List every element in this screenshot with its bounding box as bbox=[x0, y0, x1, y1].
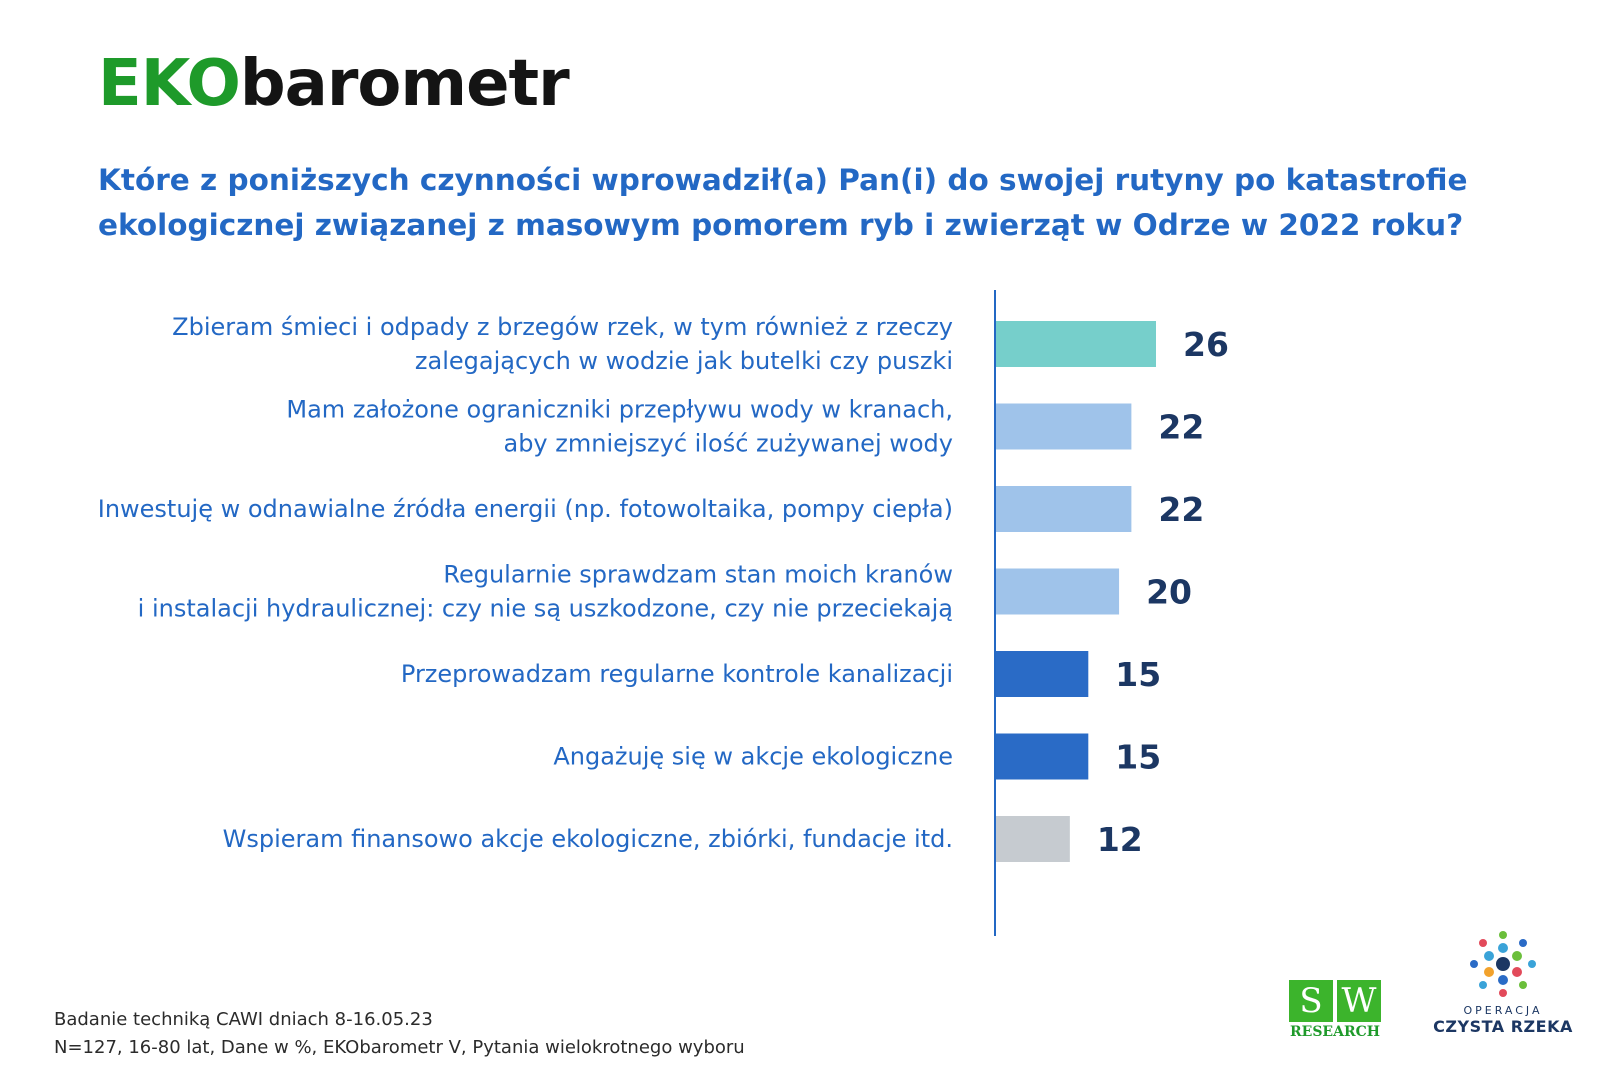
title-line-1: Które z poniższych czynności wprowadził(… bbox=[98, 163, 1468, 197]
category-label-4-line-1: Regularnie sprawdzam stan moich kranów bbox=[443, 561, 953, 589]
category-label-4-line-2: i instalacji hydraulicznej: czy nie są u… bbox=[138, 595, 953, 623]
value-label-1: 26 bbox=[1183, 325, 1229, 364]
category-label-1: Zbieram śmieci i odpady z brzegów rzek, … bbox=[172, 313, 953, 375]
bar-3 bbox=[996, 486, 1132, 532]
bar-5 bbox=[996, 651, 1089, 697]
sw-letter-w: W bbox=[1337, 980, 1381, 1022]
footer-line-1: Badanie techniką CAWI dniach 8-16.05.23 bbox=[54, 1009, 433, 1030]
value-label-2: 22 bbox=[1158, 408, 1204, 447]
category-label-1-line-1: Zbieram śmieci i odpady z brzegów rzek, … bbox=[172, 313, 953, 341]
category-label-7: Wspieram finansowo akcje ekologiczne, zb… bbox=[223, 825, 953, 853]
category-label-2-line-2: aby zmniejszyć ilość zużywanej wody bbox=[503, 430, 953, 458]
flower-mosaic-icon bbox=[1470, 931, 1536, 997]
category-label-1-line-2: zalegających w wodzie jak butelki czy pu… bbox=[415, 347, 953, 375]
czysta-rzeka-text: CZYSTA RZEKA bbox=[1433, 1017, 1573, 1036]
category-label-4: Regularnie sprawdzam stan moich kranów i … bbox=[138, 561, 953, 623]
category-label-2-line-1: Mam założone ograniczniki przepływu wody… bbox=[286, 396, 953, 424]
value-label-5: 15 bbox=[1115, 655, 1161, 694]
value-label-6: 15 bbox=[1115, 738, 1161, 777]
footer-note: Badanie techniką CAWI dniach 8-16.05.23 … bbox=[54, 1006, 745, 1062]
logo-eko: EKO bbox=[98, 47, 241, 121]
chart-title: Które z poniższych czynności wprowadził(… bbox=[98, 158, 1518, 248]
category-label-6-line-1: Angażuję się w akcje ekologiczne bbox=[553, 743, 953, 771]
sw-research-logo: S W RESEARCH bbox=[1286, 980, 1384, 1040]
operacja-text: OPERACJA bbox=[1463, 1004, 1543, 1017]
bar-4 bbox=[996, 568, 1120, 615]
footer-line-2: N=127, 16-80 lat, Dane w %, EKObarometr … bbox=[54, 1037, 745, 1058]
category-label-3-line-1: Inwestuję w odnawialne źródła energii (n… bbox=[98, 495, 953, 523]
title-line-2: ekologicznej związanej z masowym pomorem… bbox=[98, 208, 1464, 242]
bar-7 bbox=[996, 816, 1070, 862]
operacja-czysta-rzeka-logo: OPERACJA CZYSTA RZEKA bbox=[1420, 928, 1586, 1036]
bar-6 bbox=[996, 733, 1089, 780]
sw-letter-s: S bbox=[1289, 980, 1333, 1022]
category-label-6: Angażuję się w akcje ekologiczne bbox=[553, 743, 953, 771]
category-label-2: Mam założone ograniczniki przepływu wody… bbox=[286, 396, 953, 458]
logo-barometr: barometr bbox=[239, 47, 570, 121]
value-label-4: 20 bbox=[1146, 573, 1192, 612]
value-label-3: 22 bbox=[1158, 490, 1204, 529]
bar-1 bbox=[996, 321, 1156, 367]
ekobarometr-logo: EKObarometr bbox=[98, 52, 570, 116]
category-label-3: Inwestuję w odnawialne źródła energii (n… bbox=[98, 495, 953, 523]
category-label-7-line-1: Wspieram finansowo akcje ekologiczne, zb… bbox=[223, 825, 953, 853]
bar-2 bbox=[996, 403, 1132, 450]
category-label-5-line-1: Przeprowadzam regularne kontrole kanaliz… bbox=[401, 660, 953, 688]
value-label-7: 12 bbox=[1097, 820, 1143, 859]
sw-research-text: RESEARCH bbox=[1290, 1024, 1380, 1040]
category-label-5: Przeprowadzam regularne kontrole kanaliz… bbox=[401, 660, 953, 688]
